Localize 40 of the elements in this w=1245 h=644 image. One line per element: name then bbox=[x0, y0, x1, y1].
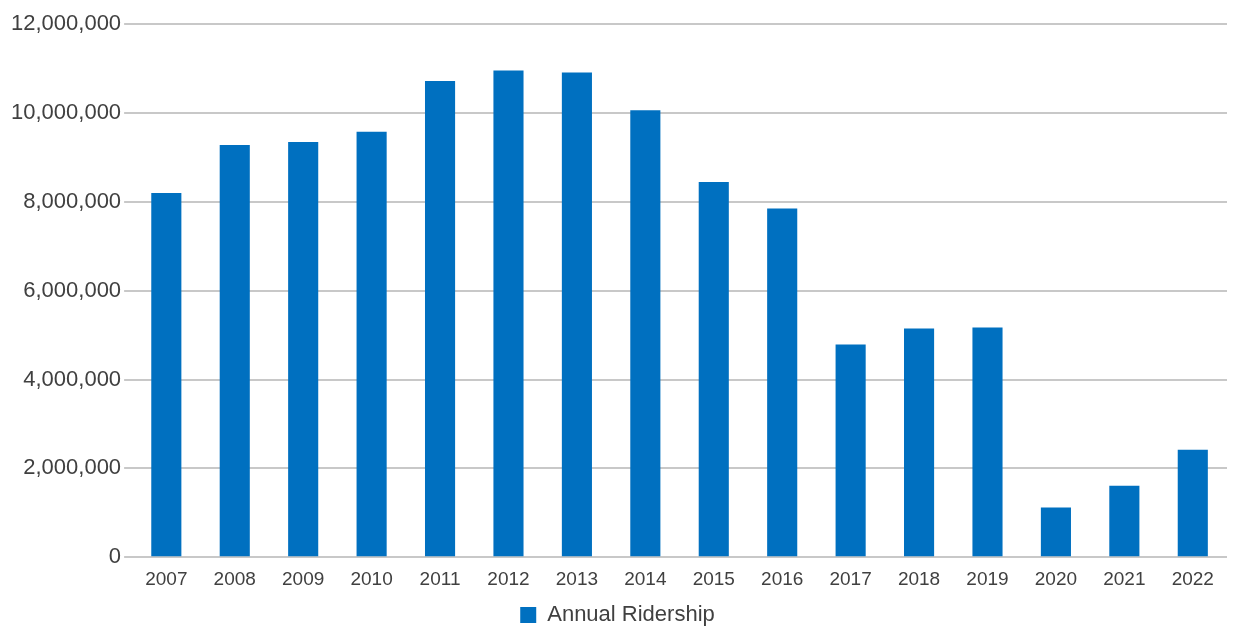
bar bbox=[767, 208, 798, 557]
x-tick-label: 2007 bbox=[145, 567, 188, 589]
x-tick-label: 2008 bbox=[213, 567, 256, 589]
bar bbox=[151, 192, 182, 557]
x-tick-label: 2011 bbox=[419, 567, 461, 589]
bar bbox=[561, 72, 592, 557]
x-tick-label: 2019 bbox=[966, 567, 1009, 589]
x-tick-label: 2017 bbox=[829, 567, 872, 589]
x-tick-label: 2020 bbox=[1034, 567, 1078, 589]
bar bbox=[493, 70, 524, 557]
y-tick-label: 6,000,000 bbox=[23, 276, 122, 302]
y-tick-label: 0 bbox=[108, 543, 122, 569]
bar bbox=[972, 327, 1003, 557]
x-tick-label: 2012 bbox=[487, 567, 530, 589]
bar bbox=[835, 344, 866, 557]
bar bbox=[1040, 507, 1071, 557]
bar bbox=[698, 181, 729, 557]
y-tick-label: 10,000,000 bbox=[11, 99, 122, 125]
x-tick-label: 2018 bbox=[897, 567, 941, 589]
x-tick-label: 2022 bbox=[1171, 567, 1214, 589]
bar bbox=[1177, 449, 1208, 557]
x-tick-label: 2013 bbox=[555, 567, 599, 589]
y-tick-label: 4,000,000 bbox=[23, 365, 122, 391]
x-tick-label: 2009 bbox=[282, 567, 325, 589]
y-tick-label: 8,000,000 bbox=[23, 187, 122, 213]
y-tick-label: 12,000,000 bbox=[11, 10, 122, 36]
bar bbox=[904, 328, 935, 557]
x-tick-label: 2010 bbox=[350, 567, 393, 589]
x-tick-label: 2021 bbox=[1103, 567, 1146, 589]
y-tick-label: 2,000,000 bbox=[23, 454, 122, 480]
bar bbox=[356, 131, 387, 557]
bar bbox=[219, 145, 250, 557]
x-tick-label: 2016 bbox=[761, 567, 804, 589]
bar bbox=[1109, 485, 1140, 557]
x-tick-label: 2014 bbox=[624, 567, 667, 589]
legend-label: Annual Ridership bbox=[547, 601, 715, 627]
x-tick-label: 2015 bbox=[692, 567, 735, 589]
bar bbox=[424, 81, 456, 557]
bar bbox=[630, 110, 661, 557]
bar bbox=[288, 141, 319, 557]
